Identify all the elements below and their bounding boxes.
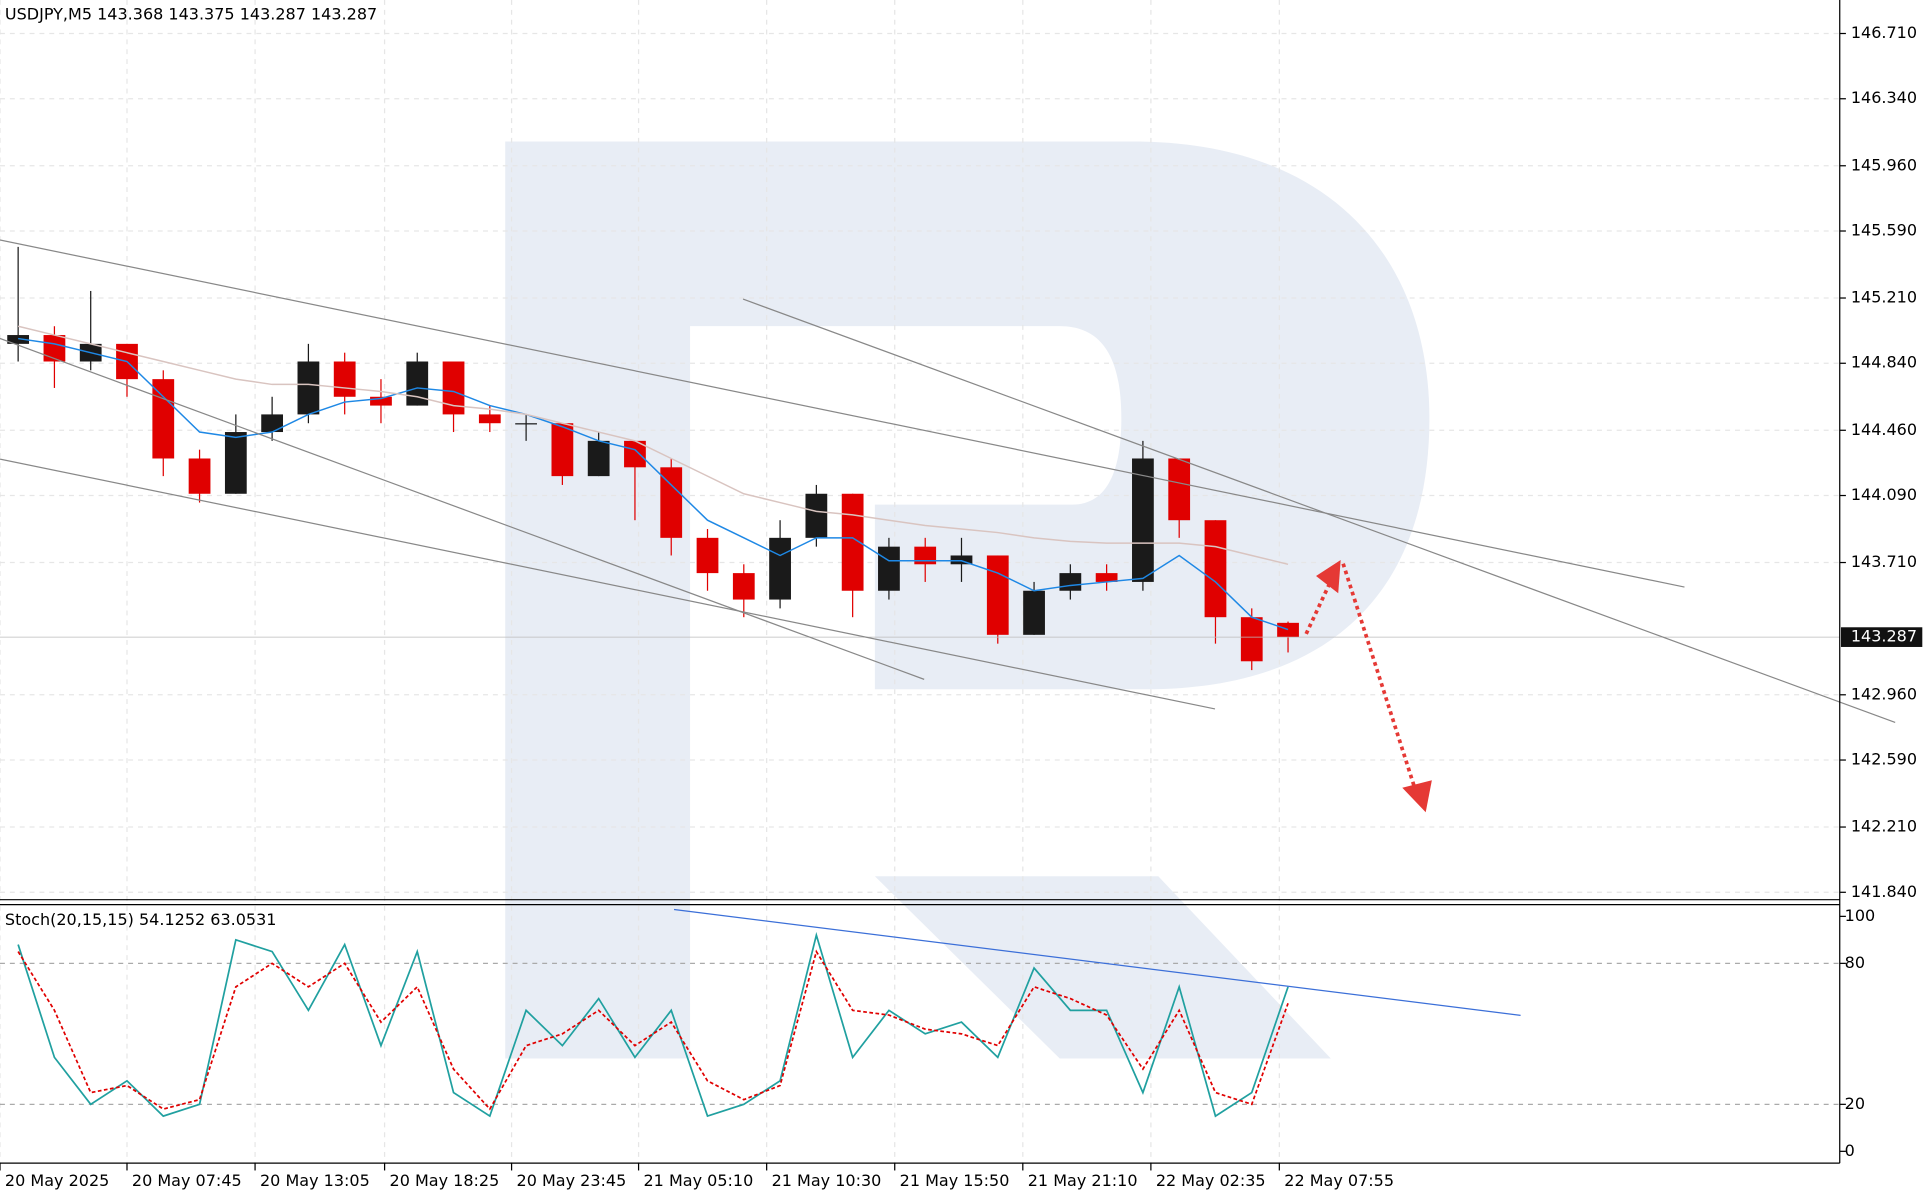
watermark xyxy=(505,141,1430,1059)
forecast-arrows xyxy=(1304,563,1417,789)
candle-body xyxy=(297,361,320,415)
candle-body xyxy=(696,537,719,574)
y-tick-label: 0 xyxy=(1845,1141,1855,1160)
candle-body xyxy=(660,467,683,538)
candle-body xyxy=(1059,573,1082,591)
y-tick-label: 146.340 xyxy=(1851,88,1917,107)
candle-body xyxy=(1132,458,1154,582)
x-tick-label: 20 May 07:45 xyxy=(132,1171,242,1190)
y-tick-label: 143.710 xyxy=(1851,552,1917,571)
candle-body xyxy=(805,493,828,538)
y-tick-label: 145.210 xyxy=(1851,288,1917,307)
x-tick-label: 22 May 02:35 xyxy=(1156,1171,1266,1190)
x-tick-label: 22 May 07:55 xyxy=(1284,1171,1394,1190)
candle-body xyxy=(841,493,864,591)
chart-title: USDJPY,M5 143.368 143.375 143.287 143.28… xyxy=(5,4,377,23)
candle-body xyxy=(1023,590,1045,635)
moving-average xyxy=(17,325,1289,566)
candle-body xyxy=(224,432,247,494)
y-tick-label: 142.210 xyxy=(1851,817,1917,836)
candle-body xyxy=(551,423,574,477)
x-tick-label: 21 May 10:30 xyxy=(772,1171,882,1190)
candle-body xyxy=(43,335,66,362)
moving-average xyxy=(18,337,1289,631)
trend-lines xyxy=(0,239,1896,1016)
candle-body xyxy=(333,361,356,397)
indicator-title: Stoch(20,15,15) 54.1252 63.0531 xyxy=(5,910,277,929)
candle-body xyxy=(261,414,284,433)
stochastic-line xyxy=(17,949,1289,1111)
arrow-heads xyxy=(1316,560,1432,813)
candle-body xyxy=(914,546,937,565)
candle-body xyxy=(152,379,175,459)
x-tick-label: 21 May 21:10 xyxy=(1028,1171,1138,1190)
x-tick-label: 20 May 18:25 xyxy=(390,1171,500,1190)
candle-body xyxy=(1204,520,1227,618)
y-tick-label: 144.090 xyxy=(1851,485,1917,504)
y-tick-label: 80 xyxy=(1845,953,1865,972)
x-tick-label: 20 May 13:05 xyxy=(260,1171,370,1190)
y-tick-label: 145.590 xyxy=(1851,221,1917,240)
y-tick-label: 142.960 xyxy=(1851,684,1917,703)
candle-body xyxy=(1168,458,1191,521)
candle-body xyxy=(624,440,646,468)
x-tick-label: 20 May 23:45 xyxy=(517,1171,627,1190)
candle-body xyxy=(406,361,429,406)
last-price-label: 143.287 xyxy=(1851,627,1917,646)
candle-body xyxy=(515,423,537,425)
candle-body xyxy=(478,414,501,424)
plot xyxy=(0,246,1840,1118)
y-tick-label: 100 xyxy=(1845,906,1876,925)
candle-body xyxy=(1095,573,1118,582)
stochastic-line xyxy=(17,931,1289,1118)
y-tick-label: 141.840 xyxy=(1851,882,1917,901)
candle-body xyxy=(986,555,1009,635)
candle-body xyxy=(370,396,392,406)
y-tick-label: 146.710 xyxy=(1851,23,1917,42)
candle-body xyxy=(950,555,973,565)
last-price-box xyxy=(1840,627,1923,647)
candle-body xyxy=(1240,617,1263,662)
y-tick-label: 20 xyxy=(1845,1094,1865,1113)
x-tick-label: 21 May 05:10 xyxy=(644,1171,754,1190)
y-tick-label: 144.840 xyxy=(1851,353,1917,372)
x-tick-label: 20 May 2025 xyxy=(5,1171,109,1190)
y-tick-label: 145.960 xyxy=(1851,155,1917,174)
candle-body xyxy=(732,573,755,600)
candle-body xyxy=(1277,622,1299,638)
candle-body xyxy=(878,546,900,591)
x-tick-label: 21 May 15:50 xyxy=(900,1171,1010,1190)
y-tick-label: 144.460 xyxy=(1851,420,1917,439)
candle-body xyxy=(188,458,211,494)
candle-body xyxy=(769,537,791,600)
candle-body xyxy=(442,361,465,415)
y-tick-label: 142.590 xyxy=(1851,750,1917,769)
candle-body xyxy=(587,440,610,477)
candle-body xyxy=(7,335,30,344)
